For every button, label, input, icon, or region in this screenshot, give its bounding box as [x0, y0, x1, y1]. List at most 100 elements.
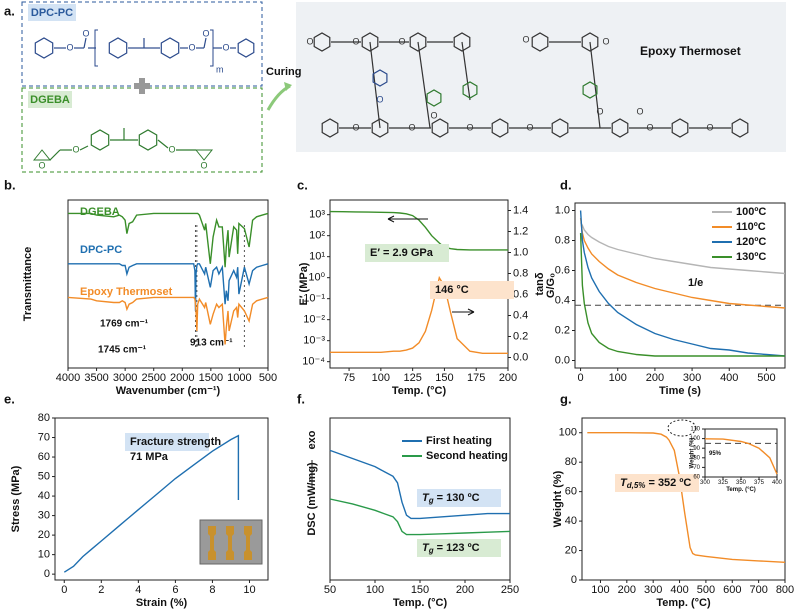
x-tick-label: 400 [772, 480, 783, 486]
y2-tick-label: 0.2 [513, 330, 528, 342]
plot-frame [67, 199, 269, 369]
x-tick-label: 1000 [227, 372, 251, 384]
annotation: 71 MPa [130, 451, 169, 463]
plot-frame [54, 417, 269, 581]
series-line [63, 434, 240, 573]
y-tick-label: 10⁻¹ [303, 293, 325, 305]
atom-label: O [352, 36, 359, 46]
x-tick-label: 300 [700, 480, 711, 486]
x-tick-label: 3500 [84, 372, 108, 384]
series-label: Epoxy Thermoset [80, 286, 173, 298]
benzene-ring [313, 32, 331, 52]
annotation: Td,5% = 352 ºC [620, 477, 691, 490]
annotation-box [417, 489, 501, 507]
atom-label: O [430, 110, 437, 120]
y-tick-label: 80 [693, 455, 700, 461]
zoom-marker [667, 419, 697, 437]
annotation: 146 °C [435, 284, 469, 296]
x-tick-label: 2000 [170, 372, 194, 384]
legend-label: 100ºC [736, 206, 766, 218]
benzene-ring [108, 37, 128, 59]
axis-arrow [452, 308, 475, 316]
y-axis-label: exo [306, 430, 318, 449]
y2-tick-label: 0.8 [513, 267, 528, 279]
x-tick-label: 600 [723, 584, 741, 596]
y-axis-label: G/G₀ [545, 273, 557, 298]
annotation: E′ = 2.9 GPa [370, 247, 434, 259]
bond [49, 149, 61, 161]
y-tick-label: 60 [38, 451, 50, 463]
x-tick-label: 400 [670, 584, 688, 596]
y-tick-label: 0.4 [555, 294, 570, 306]
y-tick-label: 70 [693, 465, 700, 471]
annotation: Tg = 130 ºC [422, 492, 480, 505]
benzene-ring [431, 118, 449, 138]
annotation-text: = 130 ºC [434, 492, 480, 504]
y2-tick-label: 0.0 [513, 351, 528, 363]
x-tick-label: 100 [609, 372, 627, 384]
benzene-ring [160, 37, 180, 59]
label-box [28, 4, 76, 21]
atom-label: O [376, 94, 383, 104]
series-line [704, 438, 778, 475]
x-tick-label: 175 [467, 372, 485, 384]
x-tick-label: 8 [209, 584, 215, 596]
series-line [587, 432, 786, 563]
plot-frame [581, 417, 786, 581]
product-label: Epoxy Thermoset [640, 44, 741, 58]
x-axis-label: Temp. (°C) [656, 597, 711, 609]
series-line [330, 275, 508, 354]
x-axis-label: Wavenumber (cm⁻¹) [116, 385, 221, 397]
panel-letter: a. [4, 3, 15, 18]
panel-letter: g. [560, 391, 572, 406]
y-tick-label: 0 [44, 568, 50, 580]
x-axis-label: Temp. (°C) [726, 487, 756, 493]
annotation-symbol: T [422, 492, 430, 504]
epoxide [194, 149, 214, 161]
y2-tick-label: 1.2 [513, 225, 528, 237]
atom-label: O [522, 34, 529, 44]
x-axis-label: Strain (%) [136, 597, 188, 609]
marker-label: 1745 cm⁻¹ [98, 345, 147, 356]
y-tick-label: 100 [559, 427, 577, 439]
y-tick-label: 70 [38, 431, 50, 443]
atom-label: O [82, 28, 89, 38]
x-tick-label: 1500 [199, 372, 223, 384]
x-tick-label: 500 [259, 372, 277, 384]
annotation-symbol: T [620, 477, 628, 489]
benzene-ring [491, 118, 509, 138]
x-tick-label: 200 [646, 372, 664, 384]
x-tick-label: 100 [591, 584, 609, 596]
series-line [329, 498, 511, 536]
marker-label: 1769 cm⁻¹ [100, 319, 149, 330]
y-axis-label: Stress (MPa) [10, 465, 22, 532]
x-tick-label: 10 [243, 584, 255, 596]
x-tick-label: 700 [749, 584, 767, 596]
bond [369, 41, 381, 129]
atom-label: O [408, 122, 415, 132]
y-tick-label: 80 [565, 456, 577, 468]
benzene-ring [237, 38, 255, 58]
atom-label: O [706, 122, 713, 132]
y-tick-label: 20 [38, 529, 50, 541]
bond [83, 37, 87, 49]
x-tick-label: 500 [757, 372, 775, 384]
y-tick-label: 40 [565, 515, 577, 527]
series-line [68, 212, 269, 268]
y-tick-label: 0.0 [555, 354, 570, 366]
x-tick-label: 75 [343, 372, 355, 384]
x-tick-label: 350 [736, 480, 747, 486]
series-label: DGEBA [80, 206, 120, 218]
panel-letter: c. [297, 177, 308, 192]
atom-label: O [38, 160, 45, 170]
plus-sign [134, 78, 150, 94]
y-tick-label: 40 [38, 490, 50, 502]
y-tick-label: 10⁻² [303, 314, 325, 326]
bond [461, 41, 471, 101]
x-tick-label: 800 [776, 584, 794, 596]
x-axis-label: Temp. (°C) [392, 385, 447, 397]
y-axis-label: DSC (mW/mg) [306, 462, 318, 536]
benzene-ring [581, 32, 599, 52]
atom-label: O [72, 144, 79, 154]
